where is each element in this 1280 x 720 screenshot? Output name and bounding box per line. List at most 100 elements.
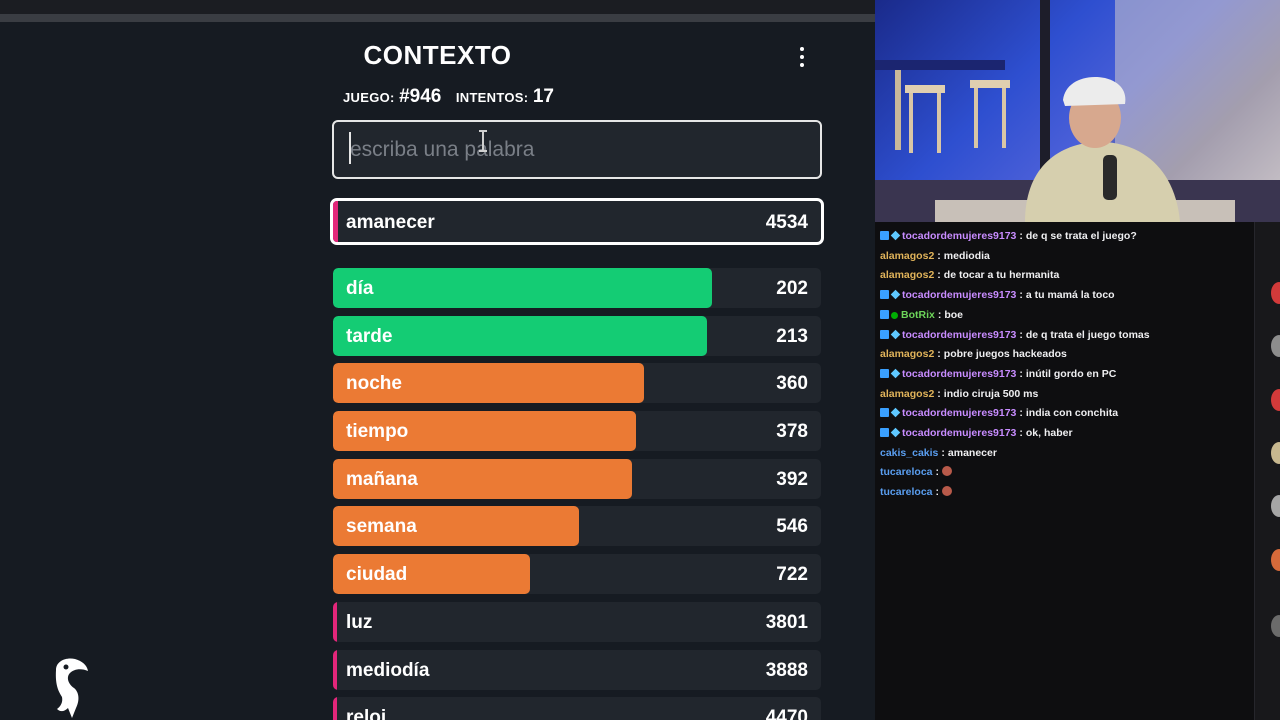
viewer-avatar-icon[interactable] (1271, 282, 1280, 304)
chat-message: tocadordemujeres9173: de q trata el juego… (880, 329, 1150, 341)
chat-separator: : (1019, 289, 1023, 302)
chat-message: tucareloca: (880, 486, 953, 499)
last-guess-word: amanecer (346, 212, 435, 233)
gem-badge-icon (890, 329, 901, 339)
more-vertical-icon[interactable] (792, 44, 812, 70)
guess-distance: 3888 (765, 659, 808, 681)
toucan-logo-icon (55, 658, 88, 718)
chat-username[interactable]: tocadordemujeres9173 (902, 407, 1017, 420)
chat-username[interactable]: cakis_cakis (880, 446, 939, 459)
text-caret (349, 132, 351, 164)
chat-username[interactable]: tocadordemujeres9173 (902, 289, 1017, 302)
guess-word: semana (346, 516, 417, 538)
game-number: #946 (399, 86, 442, 107)
guess-word: tarde (346, 325, 393, 347)
viewer-avatar-icon[interactable] (1271, 549, 1280, 571)
chat-message: tucareloca: (880, 466, 953, 479)
chat-separator: : (937, 348, 941, 361)
guess-list: día 202 tarde 213 noche 360 tiempo 378 mañana 392… (333, 268, 821, 720)
chat-separator: : (937, 387, 941, 400)
chat-message: tocadordemujeres9173: inútil gordo en PC (880, 368, 1116, 380)
chat-username[interactable]: tocadordemujeres9173 (902, 367, 1017, 380)
chat-separator: : (1019, 328, 1023, 341)
bot-badge-icon (891, 311, 898, 319)
guess-proximity-bar (333, 458, 633, 499)
guess-row: noche 360 (333, 363, 821, 404)
chat-text: de q trata el juego tomas (1025, 328, 1150, 341)
guess-row: mañana 392 (333, 458, 821, 499)
guess-row: ciudad 722 (333, 554, 821, 595)
chat-text: mediodia (943, 249, 990, 262)
game-info: JUEGO: #946 INTENTOS: 17 (343, 86, 564, 108)
guess-proximity-bar (333, 315, 707, 356)
page-title: CONTEXTO (363, 40, 512, 70)
chat-text: pobre juegos hackeados (943, 348, 1067, 361)
chat-username[interactable]: tocadordemujeres9173 (902, 427, 1017, 439)
chat-message: alamagos2: de tocar a tu hermanita (880, 269, 1059, 281)
guess-row: mediodía 3888 (333, 649, 821, 690)
game-label: JUEGO: (343, 90, 395, 105)
chat-text: boe (944, 308, 964, 321)
chat-username[interactable]: tocadordemujeres9173 (902, 328, 1017, 341)
guess-distance: 392 (776, 468, 808, 490)
guess-distance: 722 (776, 564, 808, 586)
guess-distance: 213 (776, 325, 808, 347)
chat-username[interactable]: tucareloca (880, 486, 933, 499)
viewer-avatar-icon[interactable] (1271, 442, 1280, 464)
chat-username[interactable]: tucareloca (880, 466, 933, 479)
guess-row: día 202 (333, 268, 821, 308)
guess-row: semana 546 (333, 506, 821, 547)
chat-username[interactable]: alamagos2 (880, 269, 935, 282)
chat-username[interactable]: tocadordemujeres9173 (902, 230, 1017, 242)
guess-proximity-bar (333, 506, 579, 547)
chat-separator: : (1019, 230, 1023, 242)
viewer-avatar-icon[interactable] (1271, 389, 1280, 411)
gem-badge-icon (890, 289, 901, 300)
subscriber-badge-icon (880, 408, 889, 418)
chat-message: tocadordemujeres9173: de q se trata el ju… (880, 230, 1137, 242)
chat-username[interactable]: alamagos2 (880, 249, 935, 262)
guess-proximity-bar (333, 649, 337, 690)
guess-word: ciudad (346, 564, 408, 586)
subscriber-badge-icon (880, 428, 889, 437)
subscriber-badge-icon (880, 231, 889, 240)
chat-message: cakis_cakis: amanecer (880, 447, 997, 459)
guess-word: luz (346, 611, 373, 633)
chat-emote-icon (942, 486, 953, 497)
chat-message: alamagos2: mediodia (880, 250, 990, 262)
subscriber-badge-icon (880, 309, 889, 319)
chat-username[interactable]: alamagos2 (880, 348, 935, 361)
chat-message: tocadordemujeres9173: a tu mamá la toco (880, 289, 1115, 301)
chat-text: india con conchita (1025, 407, 1119, 420)
guess-distance: 360 (776, 373, 808, 395)
last-guess-row: amanecer 4534 (330, 198, 824, 245)
chat-text: de tocar a tu hermanita (943, 269, 1060, 282)
chat-separator: : (937, 249, 941, 262)
word-input[interactable] (332, 120, 822, 179)
subscriber-badge-icon (880, 290, 889, 300)
subscriber-badge-icon (880, 329, 889, 339)
browser-tab-bar (0, 0, 875, 23)
guess-word: reloj (346, 707, 387, 720)
chat-message: alamagos2: indio ciruja 500 ms (880, 388, 1038, 400)
chat-username[interactable]: BotRix (901, 308, 935, 321)
guess-proximity-bar (333, 411, 637, 452)
attempts-label: INTENTOS: (455, 90, 529, 105)
contexto-game-panel: CONTEXTO JUEGO: #946 INTENTOS: 17 amanec… (0, 22, 875, 720)
chat-separator: : (937, 308, 942, 321)
viewer-avatar-icon[interactable] (1271, 495, 1280, 517)
guess-word: noche (346, 373, 402, 395)
chat-message: tocadordemujeres9173: india con conchita (880, 407, 1118, 419)
guess-proximity-bar (333, 554, 531, 595)
viewer-avatar-icon[interactable] (1271, 335, 1280, 357)
viewer-avatar-icon[interactable] (1271, 615, 1280, 637)
chat-username[interactable]: alamagos2 (880, 387, 935, 400)
gem-badge-icon (890, 230, 901, 241)
guess-distance: 4470 (765, 707, 808, 720)
ibeam-cursor-icon (479, 130, 487, 152)
chat-message: alamagos2: pobre juegos hackeados (880, 348, 1067, 360)
guess-distance: 3801 (765, 611, 808, 633)
guess-row: luz 3801 (333, 601, 821, 642)
gem-badge-icon (890, 408, 901, 418)
chat-separator: : (1019, 427, 1023, 439)
